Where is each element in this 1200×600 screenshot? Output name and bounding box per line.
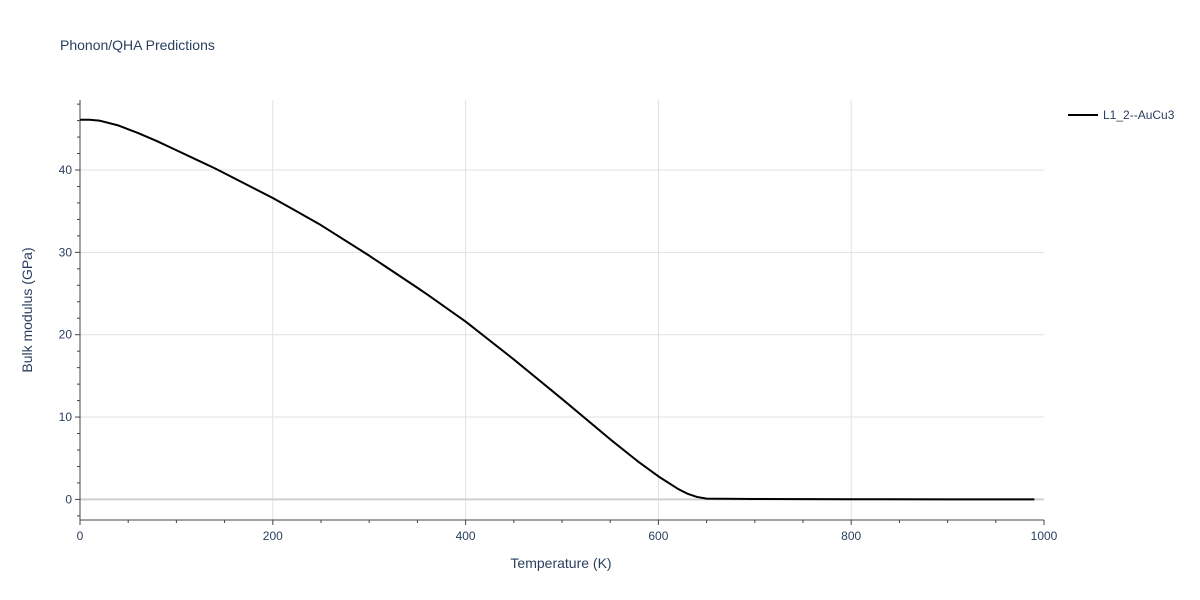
x-tick-label: 1000 — [1031, 529, 1058, 543]
tick-labels: 0 200 400 600 800 1000 0 10 20 30 40 — [59, 163, 1058, 543]
gridlines — [80, 100, 1044, 520]
legend[interactable]: L1_2--AuCu3 — [1068, 108, 1175, 122]
y-tick-label: 30 — [59, 245, 73, 259]
series-line[interactable] — [80, 118, 1035, 501]
y-tick-label: 40 — [59, 163, 73, 177]
y-tick-label: 10 — [59, 410, 73, 424]
x-tick-label: 200 — [263, 529, 283, 543]
axes — [75, 100, 1045, 525]
x-tick-label: 800 — [841, 529, 861, 543]
x-axis-title: Temperature (K) — [510, 555, 611, 571]
chart-title: Phonon/QHA Predictions — [60, 37, 215, 53]
legend-label[interactable]: L1_2--AuCu3 — [1103, 108, 1175, 122]
series-layer — [80, 118, 1035, 501]
x-tick-label: 600 — [648, 529, 668, 543]
x-tick-label: 0 — [77, 529, 84, 543]
y-tick-label: 20 — [59, 328, 73, 342]
x-tick-label: 400 — [456, 529, 476, 543]
y-axis-title: Bulk modulus (GPa) — [19, 247, 35, 372]
y-tick-label: 0 — [65, 492, 72, 506]
